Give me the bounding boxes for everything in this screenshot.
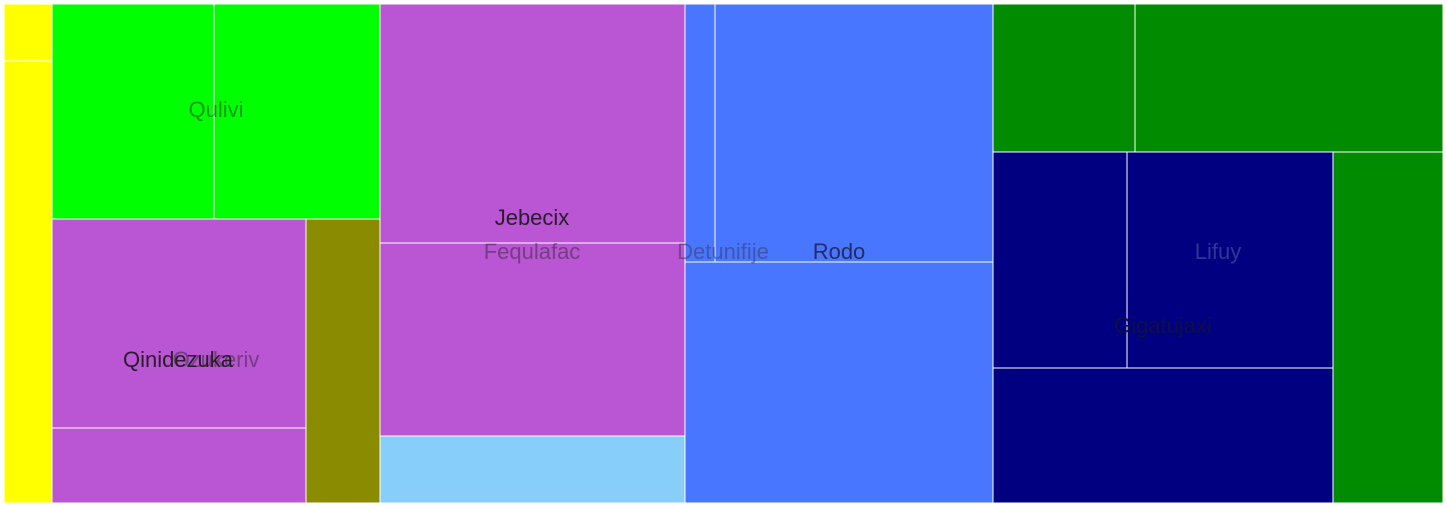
tile-lifuy (1126, 151, 1334, 369)
tile-green-top-left (992, 3, 1136, 153)
label-rodo: Rodo (813, 239, 866, 264)
label-jebecix: Jebecix (495, 205, 570, 230)
tile-fequlafac-lightblue (379, 435, 686, 504)
label-lifuy: Lifuy (1195, 239, 1241, 264)
label-detunifije: Detunifije (677, 239, 769, 264)
label-ozukeriv: Ozukeriv (173, 347, 260, 372)
tile-detunifije (684, 3, 716, 263)
tile-jebecix (379, 3, 686, 244)
treemap-tiles (3, 3, 1444, 504)
tile-qinidezuka-main (51, 218, 307, 429)
label-qulivi: Qulivi (188, 97, 243, 122)
tile-gigatujaxi-left (992, 151, 1128, 369)
tile-qulivi-right (213, 3, 381, 220)
tile-green-top-right (1134, 3, 1444, 153)
tile-ozukeriv (305, 218, 381, 504)
tile-yellow-bottom (3, 60, 53, 504)
tile-qulivi-left (51, 3, 215, 220)
tile-gigatujaxi-bottom (992, 367, 1334, 504)
label-fequlafac: Fequlafac (484, 239, 581, 264)
tile-yellow-top (3, 3, 53, 62)
label-qinidezuka: Qinidezuka (123, 347, 234, 372)
label-gigatujaxi: Gigatujaxi (1114, 313, 1212, 338)
tile-fequlafac-violet (379, 242, 686, 437)
tile-rodo-bottom (684, 261, 994, 504)
tile-qinidezuka-bottom (51, 427, 307, 504)
tile-green-right (1332, 151, 1444, 504)
tile-rodo-top (714, 3, 994, 263)
treemap-labels: Qulivi Ozukeriv Qinidezuka Jebecix Fequl… (123, 97, 1241, 372)
